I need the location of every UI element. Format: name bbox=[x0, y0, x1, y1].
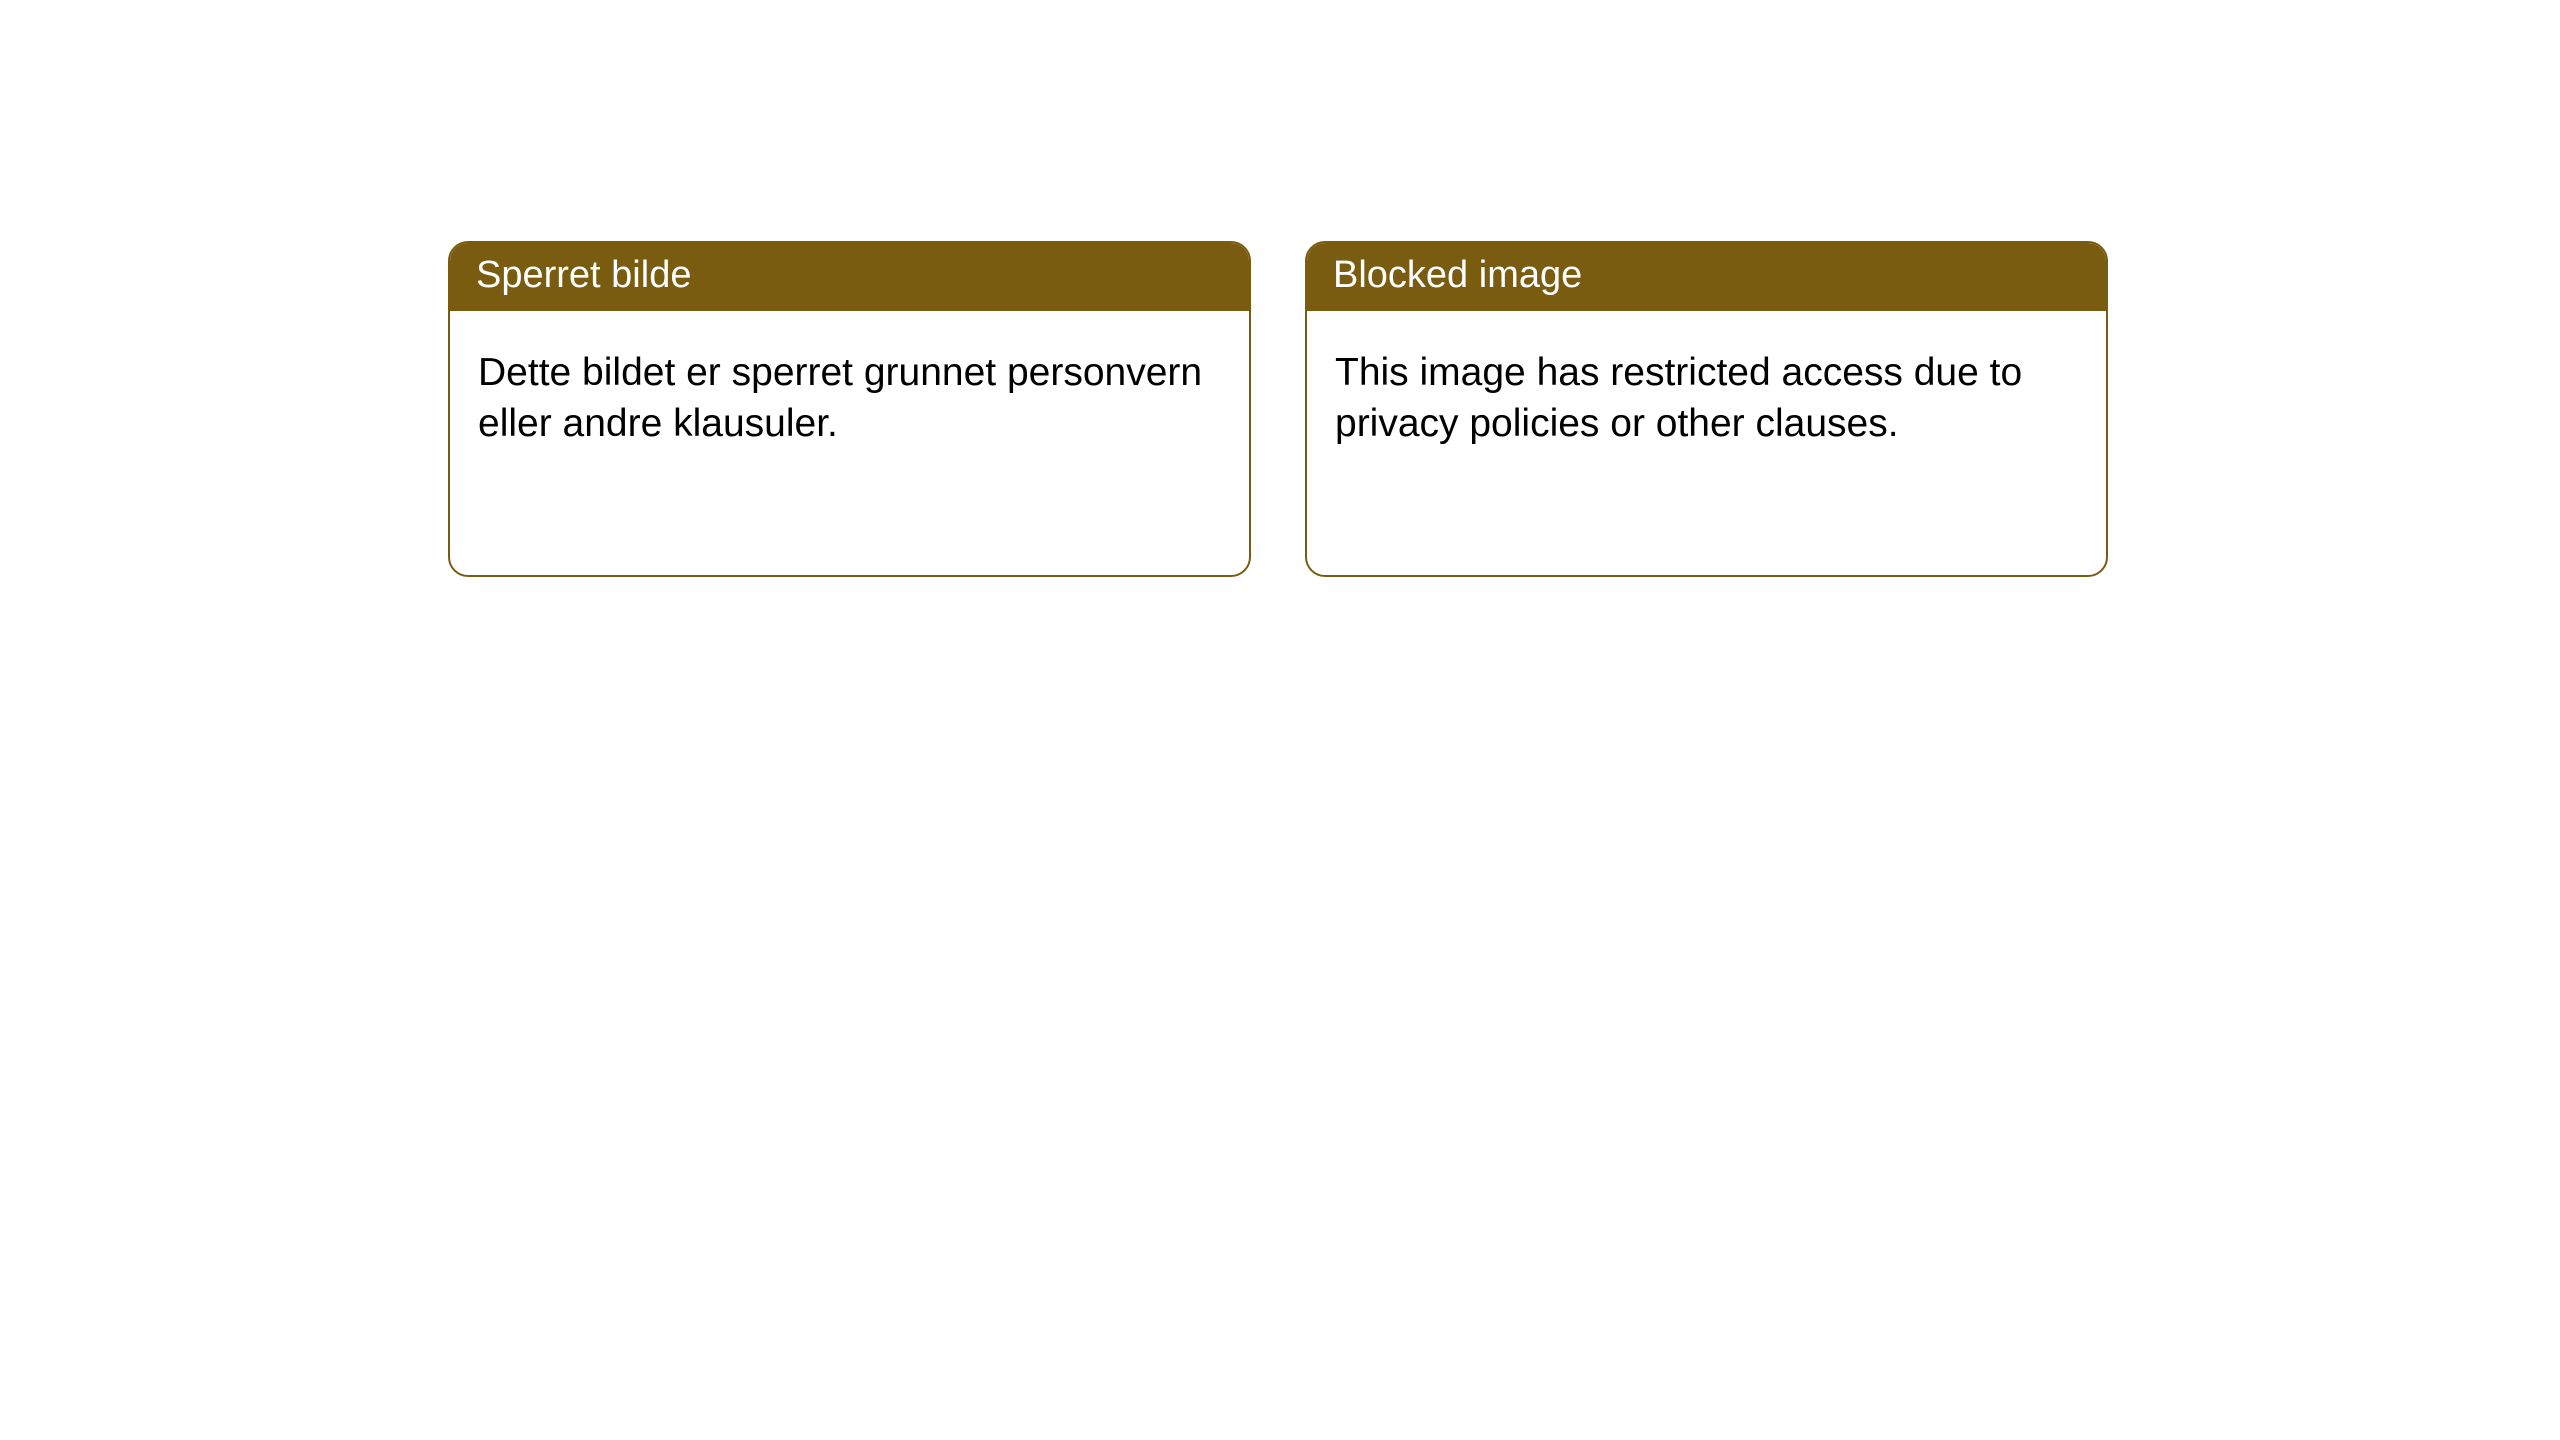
card-body-en: This image has restricted access due to … bbox=[1307, 311, 2106, 479]
card-header-no: Sperret bilde bbox=[450, 243, 1249, 311]
notice-container: Sperret bilde Dette bildet er sperret gr… bbox=[0, 0, 2560, 577]
card-header-en: Blocked image bbox=[1307, 243, 2106, 311]
card-body-no: Dette bildet er sperret grunnet personve… bbox=[450, 311, 1249, 479]
blocked-image-card-en: Blocked image This image has restricted … bbox=[1305, 241, 2108, 577]
blocked-image-card-no: Sperret bilde Dette bildet er sperret gr… bbox=[448, 241, 1251, 577]
